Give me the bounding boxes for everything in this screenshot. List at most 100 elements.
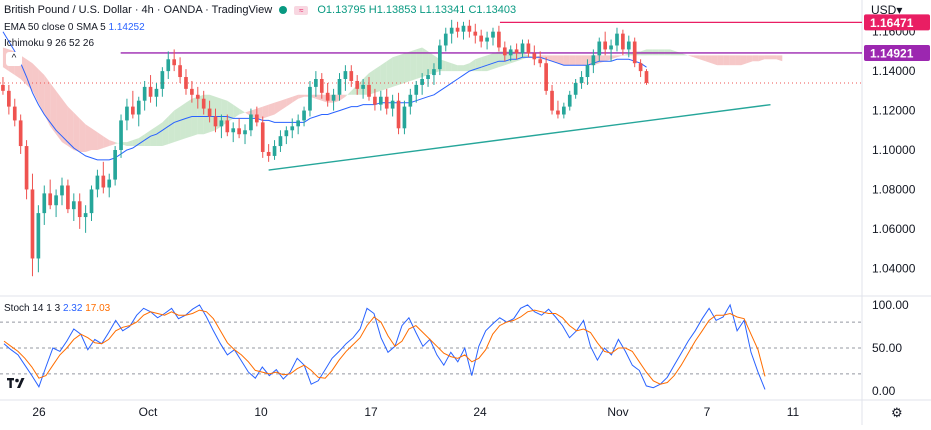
candle[interactable] [290,118,295,139]
candle[interactable] [48,179,53,210]
candle[interactable] [136,96,141,127]
candle[interactable] [83,205,88,233]
candle[interactable] [497,25,501,52]
candle[interactable] [491,27,495,46]
candle[interactable] [626,35,631,58]
candle[interactable] [1,77,5,95]
candle[interactable] [414,80,419,103]
candle[interactable] [213,108,218,133]
candle[interactable] [172,49,177,72]
candle[interactable] [597,37,602,62]
candle[interactable] [219,114,224,139]
candle[interactable] [319,73,324,99]
candle[interactable] [467,19,472,38]
candle[interactable] [296,114,300,135]
candle[interactable] [36,205,41,273]
candle[interactable] [349,65,354,87]
candle[interactable] [249,108,253,137]
candle[interactable] [207,100,212,123]
candle[interactable] [113,146,117,186]
ichimoku-legend[interactable]: Ichimoku 9 26 52 26 [4,38,94,49]
candle[interactable] [479,29,484,48]
candle[interactable] [101,161,106,194]
candle[interactable] [325,82,330,107]
candle[interactable] [314,71,318,97]
candle[interactable] [30,173,35,277]
candle[interactable] [195,86,200,109]
candle[interactable] [201,90,206,115]
candle[interactable] [408,88,413,115]
candle[interactable] [609,39,613,62]
candle[interactable] [538,51,543,68]
candle[interactable] [119,114,123,158]
candle[interactable] [502,41,507,62]
candle[interactable] [390,94,395,117]
candle[interactable] [231,122,236,143]
candle[interactable] [432,63,436,85]
candle[interactable] [455,21,460,38]
candle[interactable] [142,80,147,111]
candle[interactable] [24,140,29,200]
candle[interactable] [107,173,112,198]
annotation-lines-layer[interactable] [0,21,862,171]
candle[interactable] [154,82,159,107]
candle[interactable] [343,65,348,91]
candle[interactable] [573,79,578,99]
candle[interactable] [632,37,637,68]
candle[interactable] [396,92,401,135]
candle[interactable] [420,73,424,95]
axes-layer[interactable]: 1.04000 1.06000 1.08000 1.10000 1.12000 1.140… [32,14,930,419]
stoch-legend[interactable]: Stoch 14 1 3 2.32 17.03 [4,303,110,314]
candle[interactable] [42,185,47,225]
candle[interactable] [532,45,537,66]
candle[interactable] [579,71,584,89]
candle[interactable] [131,90,135,119]
candle[interactable] [237,118,241,139]
candle[interactable] [302,106,306,127]
candle[interactable] [284,126,289,145]
candle[interactable] [384,88,389,115]
candle[interactable] [260,116,265,158]
candle[interactable] [254,106,259,127]
candle[interactable] [373,88,377,111]
candle[interactable] [638,59,643,78]
candle[interactable] [438,39,442,76]
candle[interactable] [567,90,572,111]
candle[interactable] [644,69,649,85]
candle[interactable] [473,23,478,44]
candle[interactable] [125,98,129,131]
candle[interactable] [615,27,619,52]
candle[interactable] [621,29,625,56]
candle[interactable] [378,90,383,111]
price-tag[interactable]: 1.14921 [864,44,930,61]
candle[interactable] [266,144,271,162]
candle[interactable] [184,69,188,95]
candle[interactable] [178,57,182,83]
candle[interactable] [562,102,566,119]
candle[interactable] [54,189,58,218]
candle[interactable] [7,84,11,115]
candle[interactable] [66,179,70,214]
candle[interactable] [449,19,454,44]
candle[interactable] [18,114,23,154]
candle[interactable] [148,75,153,103]
candle[interactable] [514,43,519,60]
price-tag[interactable]: 1.16471 [864,14,930,31]
candle[interactable] [461,21,466,40]
candle[interactable] [355,75,360,95]
candle[interactable] [443,27,448,52]
candle[interactable] [160,67,165,97]
candle[interactable] [544,57,548,95]
ema-legend[interactable]: EMA 50 close 0 SMA 5 1.14252 [4,22,145,33]
candle[interactable] [402,100,407,135]
candle[interactable] [278,130,283,152]
candle[interactable] [485,31,489,50]
candle[interactable] [603,31,608,56]
candle[interactable] [550,84,554,115]
candle[interactable] [77,193,82,229]
candle[interactable] [526,39,531,58]
candle[interactable] [89,185,94,222]
flag-icon[interactable]: ≈ [294,6,309,15]
candle[interactable] [272,140,277,160]
